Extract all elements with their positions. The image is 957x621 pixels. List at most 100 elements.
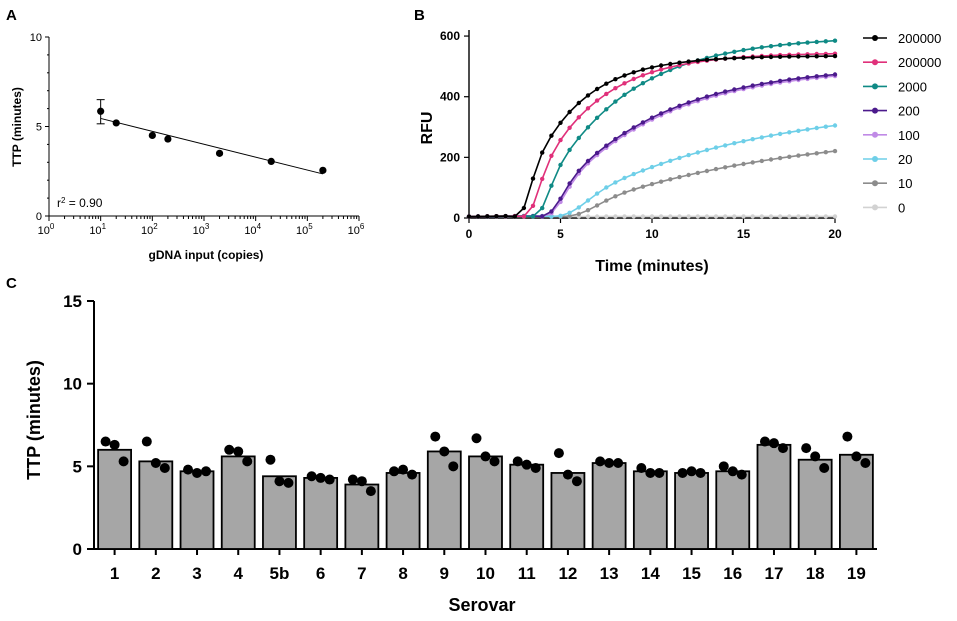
panel-c-replicate-point [571, 476, 582, 487]
panel-a-xtick-base: 10 [348, 225, 360, 237]
panel-b-series-point [540, 214, 545, 219]
panel-b-series-point [668, 107, 673, 112]
panel-b-series-point [549, 133, 554, 138]
panel-b-series-point [604, 143, 609, 148]
panel-b-legend-swatch-marker [872, 204, 878, 211]
panel-c-replicate-point [150, 458, 161, 469]
panel-b-series-point [686, 59, 691, 64]
panel-a-xtick-exponent: 5 [308, 222, 313, 231]
panel-b-series-point [823, 39, 828, 44]
panel-c-replicate-point [736, 469, 747, 480]
panel-c-replicate-point [365, 486, 376, 497]
panel-b-series-point [549, 183, 554, 188]
panel-a-xtick-label: 105 [296, 222, 313, 237]
panel-c-replicate-point [407, 469, 418, 480]
panel-b-series-point [558, 196, 563, 201]
panel-c-replicate-point [636, 462, 647, 473]
r2-base: r [57, 196, 61, 210]
panel-b-series-point [686, 172, 691, 178]
panel-b-series-point [832, 214, 838, 219]
panel-b-series-point [787, 54, 792, 59]
panel-b-series-point [695, 214, 700, 219]
panel-b-series-point [768, 214, 774, 219]
panel-c-replicate-point [810, 451, 821, 462]
panel-c-bar [179, 470, 215, 550]
panel-a-point [112, 119, 120, 127]
panel-b-series-point [613, 136, 618, 142]
panel-b-series-point [723, 214, 728, 219]
panel-b-series-point [823, 54, 828, 59]
panel-b-xtick-label: 0 [466, 227, 473, 241]
panel-a-xlabel: gDNA input (copies) [149, 248, 264, 262]
panel-b-series-point [832, 38, 838, 43]
panel-b-series-point [576, 135, 581, 141]
panel-b-series-point [613, 180, 618, 185]
panel-b-series-point [823, 73, 828, 78]
panel-c-ytick-label: 5 [73, 457, 82, 476]
panel-b-series-point [494, 214, 499, 219]
panel-c-replicate-point [201, 466, 212, 477]
panel-b-series-point [594, 214, 600, 219]
panel-b-series-point [741, 85, 746, 90]
panel-c-replicate-point [233, 446, 244, 457]
panel-b-series-point [732, 214, 737, 219]
panel-b-series-point [787, 77, 792, 82]
panel-c-xtick-label: 17 [765, 564, 784, 583]
panel-c-ytick-label: 0 [73, 540, 82, 559]
panel-b-legend-swatch-marker [872, 83, 878, 90]
panel-b-series-point [750, 83, 755, 88]
panel-c-xtick-label: 15 [682, 564, 701, 583]
panel-c-xtick-label: 3 [192, 564, 201, 583]
panel-b-series-point [567, 125, 572, 130]
panel-b-series-point [594, 150, 600, 156]
panel-c-replicate-point [677, 467, 688, 478]
panel-c-replicate-point [695, 467, 706, 478]
panel-b-series-point [585, 106, 591, 111]
panel-b-series-point [695, 97, 700, 102]
panel-b-series-point [704, 94, 710, 99]
panel-b-series-point [704, 147, 710, 153]
panel-c-replicate-point [109, 439, 120, 450]
panel-b-series-point [576, 205, 581, 210]
panel-b-series-point [668, 214, 673, 219]
panel-c-replicate-point [283, 477, 294, 488]
panel-a-point [97, 107, 105, 115]
panel-b-legend-label: 200 [898, 104, 920, 119]
panel-c-replicate-point [512, 456, 523, 467]
panel-c-xtick-label: 9 [440, 564, 449, 583]
panel-a-ytick-label: 5 [36, 122, 42, 134]
panel-b-series-point [594, 115, 600, 121]
panel-b-series-point [713, 57, 719, 62]
panel-b-series-point [777, 78, 783, 84]
panel-b-series-point [695, 150, 700, 155]
panel-b-legend-label: 200000 [898, 55, 941, 70]
panel-b-ytick-label: 600 [440, 29, 460, 43]
panel-a-point [215, 149, 224, 157]
panel-b-series-point [777, 214, 783, 219]
panel-a-xtick-exponent: 3 [205, 222, 210, 231]
panel-b-series-point [649, 76, 655, 81]
panel-b-series-point [640, 214, 646, 219]
panel-b-series-point [631, 125, 636, 130]
panel-b-series-point [604, 107, 609, 112]
panel-label-c: C [6, 275, 17, 292]
panel-a-xtick-label: 102 [141, 222, 158, 237]
panel-b-series-point [567, 181, 572, 186]
panel-b-series-point [832, 123, 838, 128]
panel-b-series-point [549, 209, 554, 214]
panel-a-xtick-label: 106 [348, 222, 365, 237]
panel-a-xtick-label: 104 [244, 222, 261, 237]
panel-c-xtick-label: 16 [723, 564, 742, 583]
panel-c-replicate-point [768, 438, 779, 449]
panel-c-ytick-label: 10 [63, 375, 82, 394]
panel-label-b: B [414, 7, 425, 24]
panel-c-xtick-label: 12 [558, 564, 577, 583]
panel-b-series-point [466, 214, 472, 219]
panel-b-series-point [732, 56, 737, 61]
panel-c-replicate-point [562, 469, 573, 480]
panel-a-r2-annotation: r2 = 0.90 [57, 196, 103, 211]
panel-a-xtick-base: 10 [296, 225, 308, 237]
panel-b-series-point [768, 54, 774, 60]
panel-c-xtick-label: 8 [398, 564, 407, 583]
